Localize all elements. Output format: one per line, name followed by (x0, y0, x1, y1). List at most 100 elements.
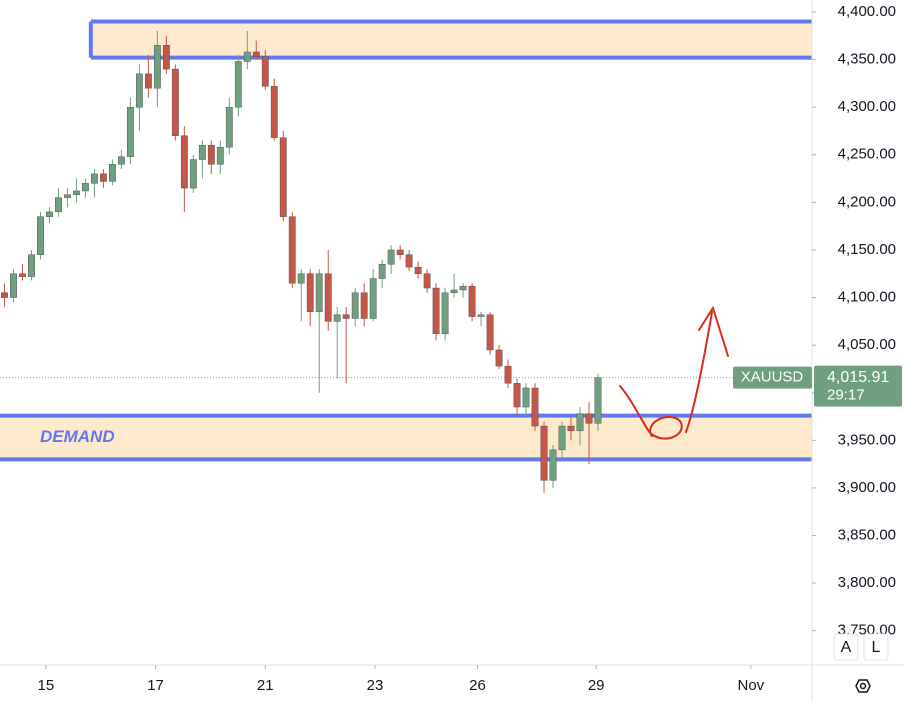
y-tick-label: 4,150.00 (838, 241, 896, 258)
candle-body (567, 425, 575, 432)
zone (90, 21, 812, 58)
price-label: 4,015.91 (827, 369, 889, 386)
candle-body (64, 194, 71, 198)
candle-body (477, 314, 485, 317)
candle-body (315, 273, 323, 313)
candle-body (414, 266, 422, 274)
candle-body (144, 73, 152, 89)
y-tick-label: 3,900.00 (838, 479, 896, 496)
settings-dot (859, 682, 867, 690)
symbol-label-box (733, 366, 812, 389)
candle-body (216, 146, 224, 165)
x-tick-label: Nov (738, 677, 765, 694)
y-tick-label: 4,250.00 (838, 146, 896, 163)
candle-body (540, 425, 548, 481)
candle-body (109, 164, 116, 182)
button-label: A (841, 639, 852, 656)
candle-body (423, 273, 431, 289)
settings-icon[interactable] (855, 679, 871, 693)
x-tick-label: 23 (367, 677, 384, 694)
candle-body (126, 106, 134, 157)
candle-body (28, 254, 35, 277)
x-tick-label: 26 (469, 677, 486, 694)
y-tick-label: 4,300.00 (838, 98, 896, 115)
candle-body (189, 159, 197, 189)
candle-body (486, 314, 494, 351)
candle-body (468, 285, 476, 317)
y-tick-label: 4,200.00 (838, 193, 896, 210)
candle-body (450, 289, 458, 294)
countdown-label: 29:17 (827, 387, 865, 404)
candle-body (513, 383, 521, 408)
candle-body (46, 211, 53, 217)
candle-body (91, 173, 98, 184)
x-tick-label: 15 (38, 677, 55, 694)
candle-body (333, 314, 341, 322)
candle-body (10, 273, 17, 298)
y-tick-label: 4,050.00 (838, 336, 896, 353)
zone-label: DEMAND (40, 427, 115, 446)
candle-body (558, 425, 566, 451)
candle-body (252, 51, 260, 57)
candle-body (369, 278, 377, 319)
y-tick-label: 4,350.00 (838, 51, 896, 68)
candle-body (531, 387, 539, 427)
candle-body (495, 349, 503, 367)
candle-body (351, 292, 359, 319)
candle-body (171, 68, 179, 136)
candle-body (100, 173, 107, 182)
candle-body (585, 413, 593, 424)
y-tick-label: 4,400.00 (838, 3, 896, 20)
price-label-box (814, 365, 902, 407)
candle-body (378, 264, 386, 279)
candle-body (342, 314, 350, 319)
candle-body (153, 45, 161, 89)
button-label: L (872, 639, 881, 656)
candle-body (432, 287, 440, 334)
candle-body (459, 285, 467, 291)
candle-body (594, 377, 602, 424)
candle-body (261, 56, 269, 87)
candle-body (37, 216, 44, 255)
y-tick-label: 3,850.00 (838, 527, 896, 544)
candle-body (19, 273, 26, 277)
hand-drawn-arrow (619, 305, 729, 440)
y-tick-label: 3,950.00 (838, 431, 896, 448)
candle-body (306, 273, 314, 313)
x-tick-label: 17 (147, 677, 164, 694)
candle-body (396, 249, 404, 255)
candle-body (180, 135, 188, 189)
candle-body (576, 413, 584, 432)
candle-body (243, 51, 251, 62)
candle-body (279, 137, 287, 217)
candle-body (549, 449, 557, 481)
symbol-label: XAUUSD (741, 369, 804, 386)
candle-body (288, 216, 296, 284)
candle-body (360, 292, 368, 319)
candle-body (207, 145, 215, 165)
candle-body (270, 86, 278, 138)
candle-body (387, 249, 395, 265)
x-tick-label: 29 (588, 677, 605, 694)
candle-body (82, 183, 89, 192)
candle-body (441, 292, 449, 334)
candle-body (225, 106, 233, 148)
candle-body (504, 365, 512, 384)
candle-body (234, 61, 242, 108)
y-tick-label: 3,800.00 (838, 574, 896, 591)
candle-body (297, 273, 305, 284)
candle-body (117, 156, 125, 165)
candle-body (73, 190, 80, 195)
auto-button[interactable] (833, 633, 859, 661)
candle-body (135, 73, 143, 108)
candle-body (522, 387, 530, 408)
candle-body (1, 292, 8, 298)
log-button[interactable] (863, 633, 889, 661)
candle-body (162, 45, 170, 70)
candle-body (198, 145, 206, 160)
zone (0, 415, 812, 460)
x-tick-label: 21 (257, 677, 274, 694)
y-tick-label: 4,100.00 (838, 289, 896, 306)
candle-body (55, 197, 62, 213)
